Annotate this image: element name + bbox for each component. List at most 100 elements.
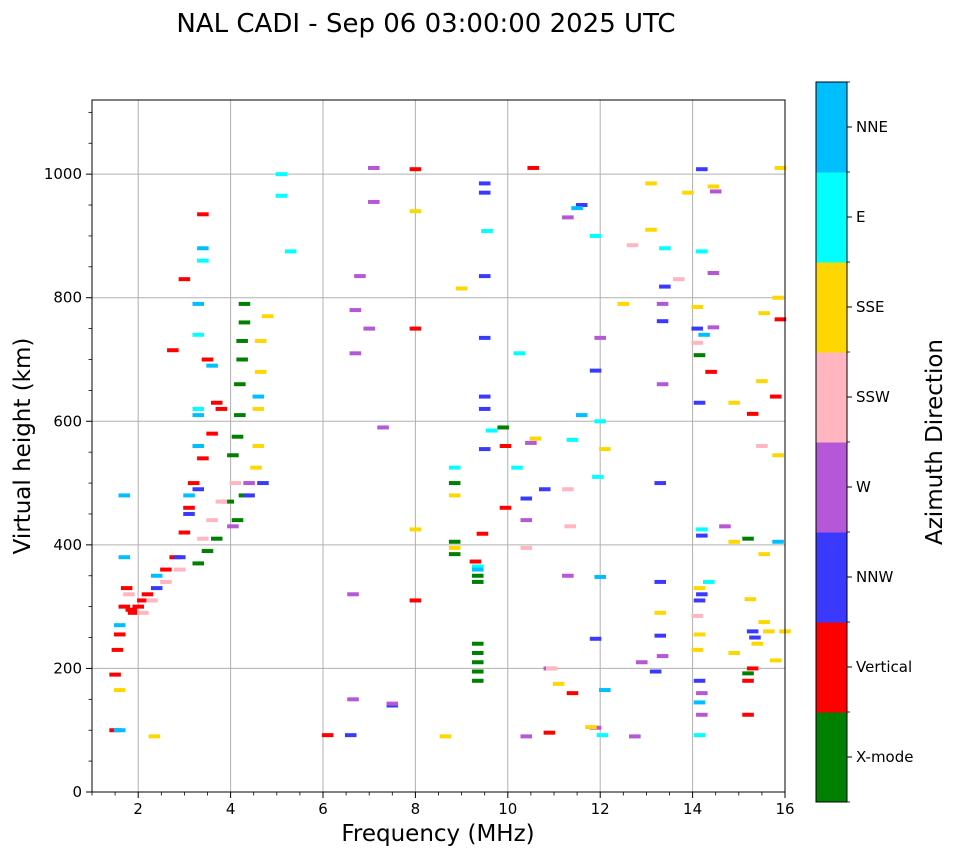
series-nne bbox=[113, 206, 784, 733]
data-point bbox=[538, 487, 551, 492]
data-point bbox=[197, 246, 209, 251]
data-point bbox=[742, 678, 754, 683]
y-tick-label: 400 bbox=[53, 536, 82, 554]
data-point bbox=[125, 607, 138, 612]
colorbar-swatch bbox=[816, 262, 847, 353]
data-point bbox=[691, 613, 703, 618]
data-point bbox=[709, 189, 722, 194]
series-e bbox=[192, 172, 715, 738]
data-point bbox=[520, 518, 533, 523]
x-tick-label: 2 bbox=[133, 800, 143, 818]
data-point bbox=[649, 669, 662, 674]
series-x-mode bbox=[192, 301, 754, 683]
y-tick-label: 200 bbox=[53, 659, 82, 677]
data-point bbox=[118, 604, 131, 609]
data-point bbox=[769, 394, 782, 399]
x-tick-label: 4 bbox=[226, 800, 236, 818]
colorbar-tick-label: SSE bbox=[856, 298, 885, 316]
data-point bbox=[201, 357, 214, 362]
colorbar-swatch bbox=[816, 352, 847, 443]
data-point bbox=[527, 165, 539, 170]
data-point bbox=[368, 165, 380, 170]
data-point bbox=[160, 579, 172, 584]
x-tick-label: 10 bbox=[498, 800, 517, 818]
data-point bbox=[234, 382, 246, 387]
data-point bbox=[448, 493, 461, 498]
data-point bbox=[178, 530, 191, 535]
data-point bbox=[132, 604, 144, 609]
data-point bbox=[236, 338, 248, 343]
data-point bbox=[192, 406, 205, 411]
y-axis-ticks: 0 200 400 600 800 1000 bbox=[44, 111, 92, 801]
data-point bbox=[471, 650, 484, 655]
data-point bbox=[471, 573, 484, 578]
data-point bbox=[448, 545, 461, 550]
data-point bbox=[566, 437, 579, 442]
data-point bbox=[599, 688, 611, 693]
data-point bbox=[758, 552, 770, 557]
data-point bbox=[236, 357, 248, 362]
data-point bbox=[744, 597, 757, 602]
data-point bbox=[183, 505, 195, 510]
data-point bbox=[481, 228, 493, 233]
data-point bbox=[497, 425, 509, 430]
data-point bbox=[742, 712, 754, 717]
data-point bbox=[455, 286, 468, 291]
y-tick-label: 1000 bbox=[44, 165, 82, 183]
data-point bbox=[386, 701, 399, 706]
data-point bbox=[321, 733, 334, 738]
data-point bbox=[192, 332, 205, 337]
colorbar-frame bbox=[815, 81, 848, 803]
data-point bbox=[707, 184, 720, 189]
data-point bbox=[746, 666, 759, 671]
data-point bbox=[629, 734, 641, 739]
data-point bbox=[645, 181, 657, 186]
data-point bbox=[448, 465, 461, 470]
data-point bbox=[499, 505, 512, 510]
data-point bbox=[636, 660, 648, 665]
data-point bbox=[617, 301, 630, 306]
data-point bbox=[571, 206, 583, 211]
y-tick-label: 800 bbox=[53, 289, 82, 307]
data-point bbox=[696, 533, 708, 538]
data-point bbox=[118, 555, 131, 560]
y-tick-label: 0 bbox=[72, 783, 82, 801]
x-tick-label: 8 bbox=[411, 800, 421, 818]
data-point bbox=[349, 351, 362, 356]
data-point bbox=[758, 620, 770, 625]
data-point bbox=[520, 545, 533, 550]
data-point bbox=[589, 233, 602, 238]
data-point bbox=[409, 326, 422, 331]
data-point bbox=[626, 243, 639, 248]
data-point bbox=[275, 193, 288, 198]
data-point bbox=[562, 573, 574, 578]
data-point bbox=[141, 592, 154, 597]
data-point bbox=[691, 647, 703, 652]
data-point bbox=[596, 733, 609, 738]
data-point bbox=[215, 406, 228, 411]
data-point bbox=[693, 353, 706, 358]
data-point bbox=[377, 425, 389, 430]
data-point bbox=[215, 499, 228, 504]
colorbar-swatch bbox=[816, 172, 847, 263]
data-point bbox=[564, 524, 576, 529]
data-point bbox=[756, 379, 768, 384]
data-point bbox=[471, 564, 484, 569]
data-point bbox=[368, 199, 380, 204]
data-point bbox=[742, 536, 754, 541]
data-point bbox=[118, 493, 131, 498]
data-point bbox=[682, 190, 694, 195]
data-point bbox=[566, 691, 579, 696]
data-point bbox=[448, 552, 461, 557]
data-point bbox=[471, 567, 484, 572]
data-point bbox=[728, 400, 740, 405]
data-point bbox=[148, 734, 161, 739]
data-point bbox=[113, 688, 126, 693]
data-point bbox=[229, 481, 241, 486]
data-point bbox=[192, 413, 205, 418]
x-tick-label: 6 bbox=[318, 800, 328, 818]
data-point bbox=[742, 671, 754, 676]
data-point bbox=[746, 411, 759, 416]
colorbar-swatch bbox=[816, 442, 847, 533]
